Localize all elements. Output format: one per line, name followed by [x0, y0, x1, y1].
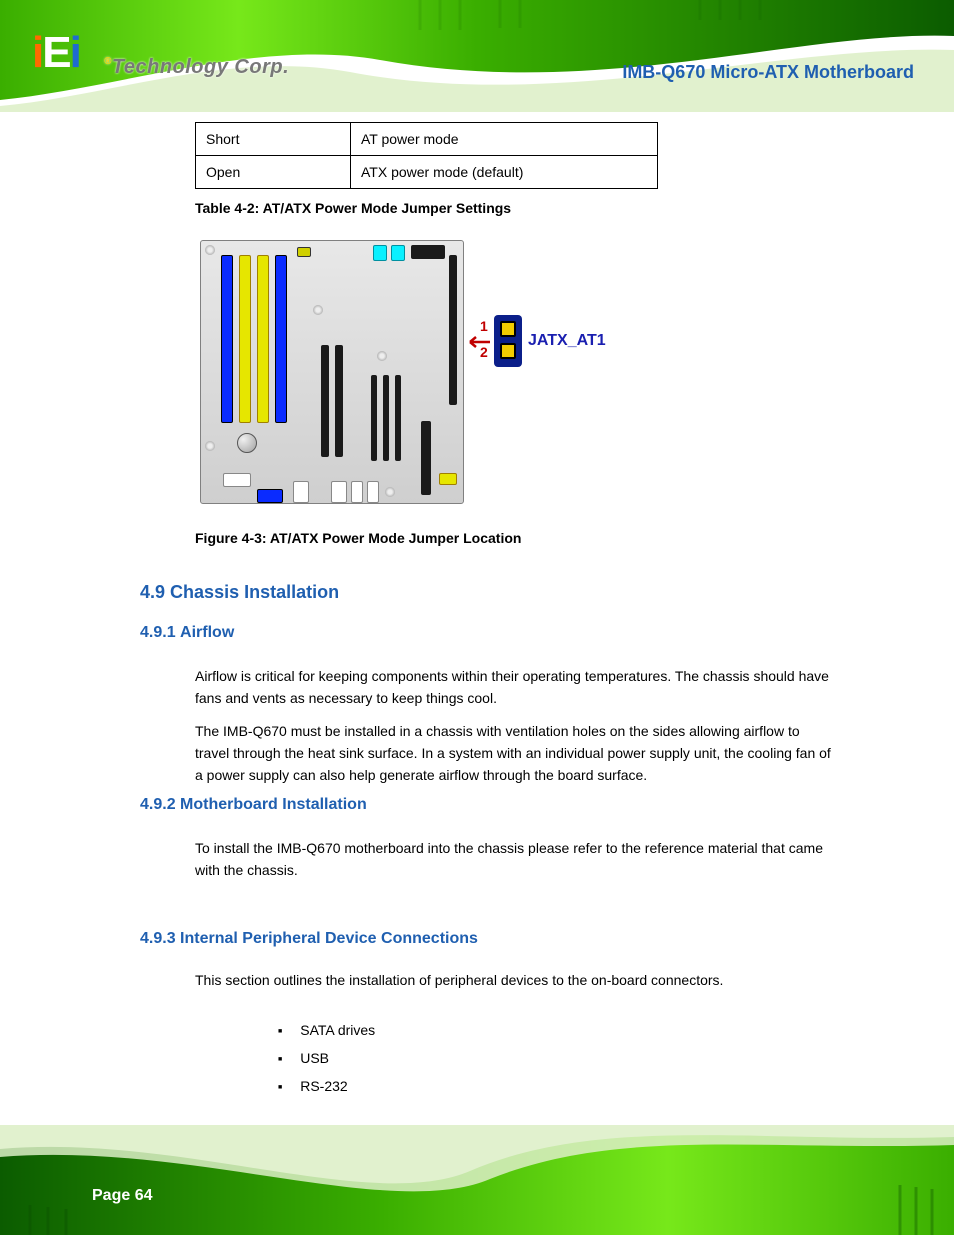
section-4-9-2-body: To install the IMB-Q670 motherboard into… — [195, 838, 831, 881]
list-item: RS-232 — [278, 1072, 375, 1100]
battery-icon — [237, 433, 257, 453]
list-item: USB — [278, 1044, 375, 1072]
table-cell-setting: Open — [196, 156, 351, 189]
page-number: Page 64 — [92, 1187, 152, 1205]
product-model: IMB-Q670 Micro-ATX Motherboard — [622, 62, 914, 83]
pin-label-1: 1 — [480, 318, 488, 334]
peripheral-list: SATA drives USB RS-232 — [278, 1016, 375, 1100]
section-4-9-1-heading: 4.9.1 Airflow — [140, 624, 234, 642]
section-4-9-3-heading: 4.9.3 Internal Peripheral Device Connect… — [140, 930, 478, 948]
board-figure: 1 2 JATX_AT1 — [200, 240, 600, 515]
jumper-diagram — [494, 315, 522, 367]
table-cell-desc: AT power mode — [351, 123, 658, 156]
jumper-settings-table: Short AT power mode Open ATX power mode … — [195, 122, 658, 189]
jumper-pin-2 — [500, 343, 516, 359]
logo-text: iEi — [32, 28, 80, 77]
table-cell-setting: Short — [196, 123, 351, 156]
section-4-9-heading: 4.9 Chassis Installation — [140, 582, 339, 603]
table-cell-desc: ATX power mode (default) — [351, 156, 658, 189]
pin-label-2: 2 — [480, 344, 488, 360]
logo: iEi — [32, 28, 80, 78]
table-row: Open ATX power mode (default) — [196, 156, 658, 189]
header-banner: iEi ®Technology Corp. IMB-Q670 Micro-ATX… — [0, 0, 954, 112]
section-4-9-2-heading: 4.9.2 Motherboard Installation — [140, 796, 367, 814]
figure-caption: Figure 4-3: AT/ATX Power Mode Jumper Loc… — [195, 530, 521, 546]
callout-arrow — [464, 332, 494, 352]
footer-banner: Page 64 — [0, 1125, 954, 1235]
jumper-pin-1 — [500, 321, 516, 337]
list-item: SATA drives — [278, 1016, 375, 1044]
table-caption: Table 4-2: AT/ATX Power Mode Jumper Sett… — [195, 200, 511, 216]
table-row: Short AT power mode — [196, 123, 658, 156]
section-4-9-1-body: Airflow is critical for keeping componen… — [195, 666, 831, 786]
jumper-name-label: JATX_AT1 — [528, 332, 606, 350]
motherboard-illustration — [200, 240, 464, 504]
logo-tagline: ®Technology Corp. — [104, 56, 289, 79]
footer-swoop — [0, 1125, 954, 1235]
section-4-9-3-body: This section outlines the installation o… — [195, 970, 831, 992]
